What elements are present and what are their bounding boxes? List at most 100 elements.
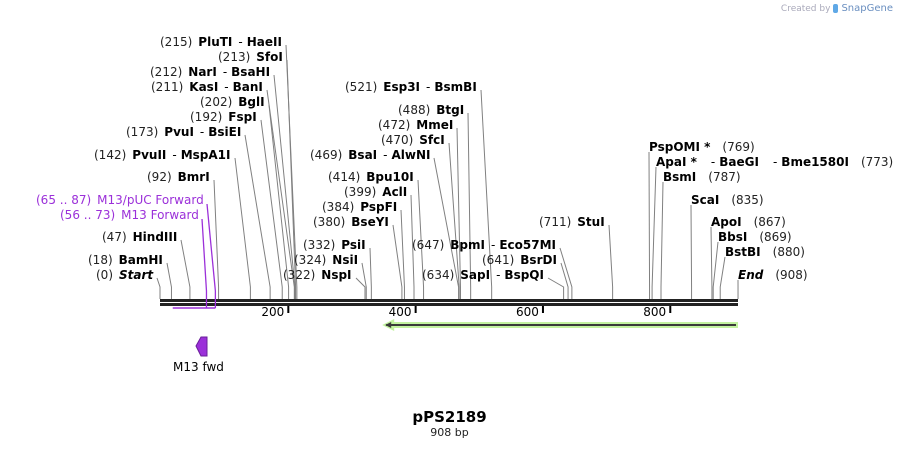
cut-site-line (417, 179, 425, 299)
restriction-site-label[interactable]: (521) Esp3I - BsmBI (345, 80, 477, 94)
scale-tick-label: 600 (515, 305, 539, 319)
restriction-site-label[interactable]: (322) NspI (283, 268, 352, 282)
enzyme-name: AclI (382, 185, 408, 199)
enzyme-name: BpmI (450, 238, 485, 252)
enzyme-name: FspI (228, 110, 257, 124)
restriction-site-label[interactable]: (399) AclI (344, 185, 407, 199)
orf-arrow-tip (385, 322, 392, 328)
site-position: (711) (539, 215, 572, 229)
cut-site-line (651, 166, 657, 299)
restriction-site-label[interactable]: (212) NarI - BsaHI (150, 65, 270, 79)
enzyme-name: PspOMI * (649, 140, 711, 154)
restriction-site-label[interactable]: BsmI (787) (663, 170, 741, 184)
primer-line (201, 218, 208, 308)
cut-site-line (712, 241, 719, 299)
enzyme-name: SfcI (419, 133, 445, 147)
restriction-site-label[interactable]: (213) SfoI (218, 50, 283, 64)
site-position: (324) (294, 253, 327, 267)
restriction-site-label[interactable]: (380) BseYI (313, 215, 389, 229)
primer-label[interactable]: (65 .. 87) M13/pUC Forward (36, 193, 204, 207)
restriction-site-label[interactable]: (173) PvuI - BsiEI (126, 125, 241, 139)
cut-site-line (213, 179, 220, 299)
site-position: (192) (190, 110, 223, 124)
restriction-site-label[interactable]: (470) SfcI (381, 133, 445, 147)
primer-label[interactable]: (56 .. 73) M13 Forward (60, 208, 199, 222)
restriction-site-label[interactable]: (332) PsiI (303, 238, 366, 252)
enzyme-name: Eco57MI (499, 238, 557, 252)
enzyme-name: KasI (189, 80, 219, 94)
restriction-site-label[interactable]: (215) PluTI - HaeII (160, 35, 282, 49)
restriction-site-label[interactable]: ApaI * - BaeGI - Bme1580I (773) (656, 155, 893, 169)
restriction-site-label[interactable]: (324) NsiI (294, 253, 358, 267)
cut-site-line (244, 134, 271, 299)
site-position: (414) (328, 170, 361, 184)
cut-site-line (560, 262, 569, 299)
enzyme-name: BglI (238, 95, 265, 109)
restriction-site-label[interactable]: PspOMI * (769) (649, 140, 755, 154)
plasmid-name: pPS2189 (412, 408, 487, 426)
restriction-site-label[interactable]: ApoI (867) (711, 215, 786, 229)
scale-tick (287, 306, 290, 313)
enzyme-name: BstBI (725, 245, 761, 259)
cut-site-line (369, 247, 372, 299)
restriction-site-label[interactable]: End (908) (738, 268, 808, 282)
cut-site-line (660, 181, 664, 299)
restriction-site-label[interactable]: (0) Start (96, 268, 153, 282)
enzyme-name: MmeI (416, 118, 454, 132)
restriction-site-label[interactable]: (47) HindIII (102, 230, 177, 244)
site-position: (908) (775, 268, 808, 282)
cut-site-line (260, 119, 283, 299)
enzyme-name: PvuI (164, 125, 194, 139)
enzyme-name: PsiI (341, 238, 366, 252)
restriction-site-label[interactable]: ScaI (835) (691, 193, 764, 207)
site-position: (202) (200, 95, 233, 109)
enzyme-name: ApaI * (656, 155, 697, 169)
restriction-site-label[interactable]: (18) BamHI (88, 253, 163, 267)
restriction-site-label[interactable]: (414) Bpu10I (328, 170, 414, 184)
separator: - (496, 268, 501, 282)
restriction-site-label[interactable]: (641) BsrDI (482, 253, 557, 267)
site-position: (867) (753, 215, 786, 229)
site-position: (769) (722, 140, 755, 154)
enzyme-name: BmrI (177, 170, 210, 184)
enzyme-name: BaeGI (719, 155, 759, 169)
enzyme-name: BbsI (718, 230, 748, 244)
snapgene-credit: Created by SnapGene (781, 3, 893, 14)
restriction-site-label[interactable]: (384) PspFI (322, 200, 397, 214)
restriction-site-label[interactable]: (192) FspI (190, 110, 257, 124)
scale-tick-label: 200 (261, 305, 285, 319)
cut-site-line (361, 262, 367, 299)
restriction-site-label[interactable]: (92) BmrI (147, 170, 210, 184)
separator: - (710, 155, 716, 169)
site-position: (521) (345, 80, 378, 94)
enzyme-name: ScaI (691, 193, 720, 207)
restriction-site-label[interactable]: (647) BpmI - Eco57MI (412, 238, 556, 252)
cut-site-line (547, 277, 565, 299)
enzyme-name: PluTI (198, 35, 233, 49)
restriction-site-label[interactable]: (634) SapI - BspQI (422, 268, 544, 282)
site-position: (47) (102, 230, 127, 244)
restriction-site-label[interactable]: BstBI (880) (725, 245, 805, 259)
cut-site-line (467, 112, 472, 299)
cut-site-line (433, 157, 460, 299)
restriction-site-label[interactable]: (469) BsaI - AlwNI (310, 148, 430, 162)
enzyme-name: BamHI (118, 253, 163, 267)
restriction-site-label[interactable]: (472) MmeI (378, 118, 453, 132)
restriction-site-label[interactable]: (711) StuI (539, 215, 605, 229)
restriction-site-label[interactable]: BbsI (869) (718, 230, 792, 244)
site-position: (880) (772, 245, 805, 259)
cut-site-line (710, 226, 713, 299)
restriction-site-label[interactable]: (211) KasI - BanI (151, 80, 263, 94)
cut-site-line (180, 239, 191, 299)
site-position: (18) (88, 253, 113, 267)
credit-prefix: Created by (780, 3, 831, 14)
restriction-site-label[interactable]: (142) PvuII - MspA1I (94, 148, 231, 162)
site-position: (0) (96, 268, 113, 282)
site-position: (469) (310, 148, 343, 162)
backbone-bottom-strand (160, 303, 738, 306)
separator: - (383, 148, 388, 162)
credit-brand: SnapGene (841, 3, 893, 14)
restriction-site-label[interactable]: (202) BglI (200, 95, 265, 109)
restriction-site-label[interactable]: (488) BtgI (398, 103, 464, 117)
site-position: (472) (378, 118, 411, 132)
